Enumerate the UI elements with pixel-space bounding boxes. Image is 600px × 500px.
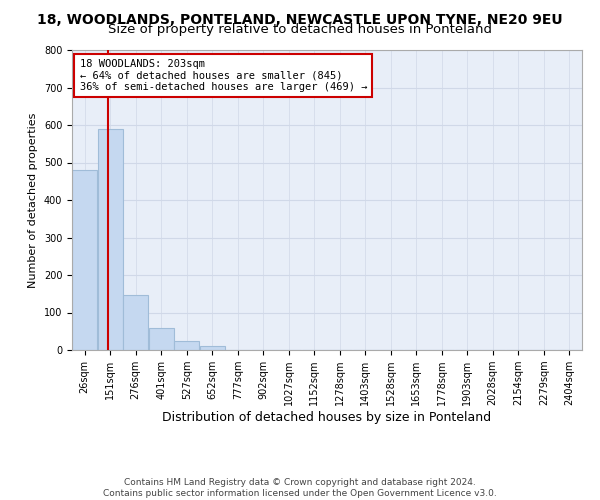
Text: 18 WOODLANDS: 203sqm
← 64% of detached houses are smaller (845)
36% of semi-deta: 18 WOODLANDS: 203sqm ← 64% of detached h… (80, 59, 367, 92)
Bar (98, 128, 122, 350)
X-axis label: Distribution of detached houses by size in Ponteland: Distribution of detached houses by size … (163, 411, 491, 424)
Text: Contains HM Land Registry data © Crown copyright and database right 2024.
Contai: Contains HM Land Registry data © Crown c… (103, 478, 497, 498)
Text: 18, WOODLANDS, PONTELAND, NEWCASTLE UPON TYNE, NE20 9EU: 18, WOODLANDS, PONTELAND, NEWCASTLE UPON… (37, 12, 563, 26)
Bar (200, 346, 225, 350)
Bar (175, 340, 199, 350)
Bar (123, 294, 148, 350)
Bar (72, 170, 97, 350)
Text: Size of property relative to detached houses in Ponteland: Size of property relative to detached ho… (108, 22, 492, 36)
Bar (149, 328, 173, 350)
Y-axis label: Number of detached properties: Number of detached properties (28, 112, 38, 288)
